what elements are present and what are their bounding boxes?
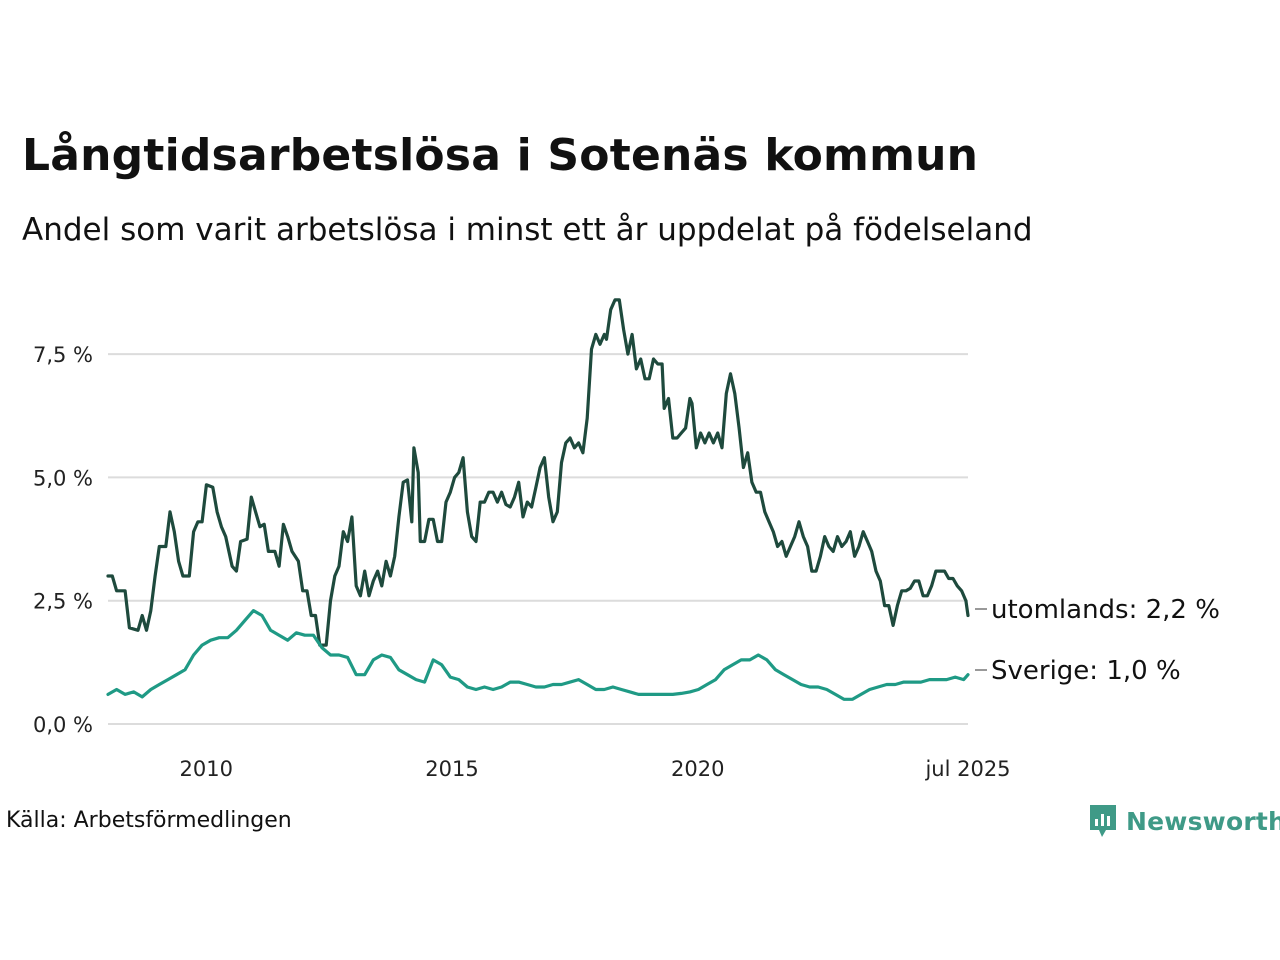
x-tick-label: 2015 bbox=[425, 757, 478, 781]
brand-name: Newsworthy bbox=[1126, 806, 1280, 836]
x-tick-label: 2010 bbox=[180, 757, 233, 781]
series-end-labels: utomlands: 2,2 % Sverige: 1,0 % bbox=[975, 595, 1220, 686]
x-tick-label: 2020 bbox=[671, 757, 724, 781]
end-label-utomlands: utomlands: 2,2 % bbox=[991, 595, 1220, 625]
newsworthy-logo-icon bbox=[1090, 805, 1116, 837]
y-tick-label: 7,5 % bbox=[33, 343, 93, 367]
x-axis-tick-labels: 2010 2015 2020 jul 2025 bbox=[180, 757, 1011, 781]
x-tick-label: jul 2025 bbox=[924, 757, 1010, 781]
y-tick-label: 2,5 % bbox=[33, 590, 93, 614]
y-axis-tick-labels: 0,0 % 2,5 % 5,0 % 7,5 % bbox=[33, 343, 93, 737]
series-line-utomlands bbox=[106, 298, 970, 647]
source-note: Källa: Arbetsförmedlingen bbox=[6, 808, 292, 833]
y-tick-label: 0,0 % bbox=[33, 713, 93, 737]
end-label-sverige: Sverige: 1,0 % bbox=[991, 656, 1181, 686]
chart-title: Långtidsarbetslösa i Sotenäs kommun bbox=[22, 130, 979, 181]
y-tick-label: 5,0 % bbox=[33, 466, 93, 490]
chart-subtitle: Andel som varit arbetslösa i minst ett å… bbox=[22, 212, 1033, 248]
series-lines bbox=[106, 298, 970, 701]
newsworthy-brand[interactable]: Newsworthy bbox=[1088, 803, 1280, 839]
series-line-sverige bbox=[106, 609, 970, 701]
